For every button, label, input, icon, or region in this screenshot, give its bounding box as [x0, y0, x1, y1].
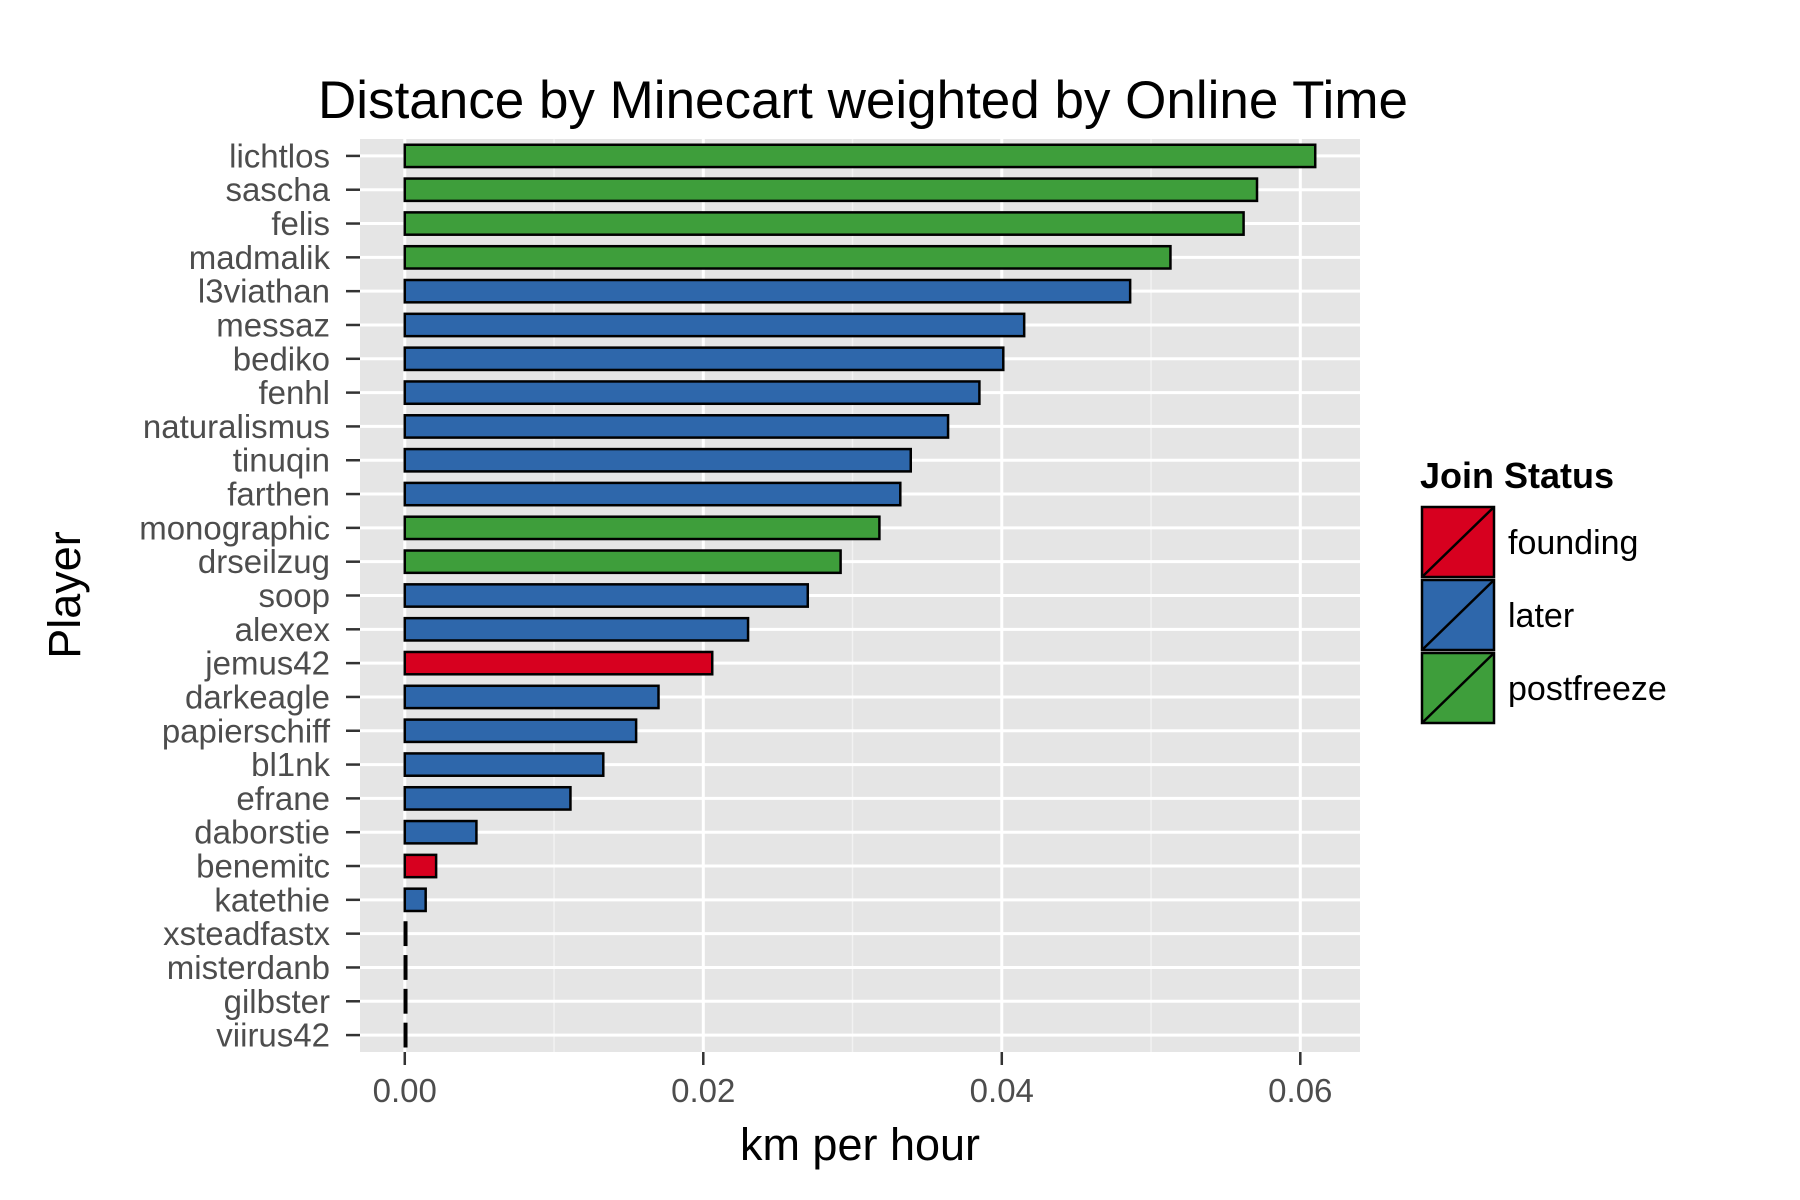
bar-bediko [403, 346, 1005, 372]
y-tick-label: daborstie [194, 814, 330, 851]
bar-xsteadfastx [403, 921, 408, 947]
y-axis-ticks: lichtlossaschafelismadmalikl3viathanmess… [139, 137, 360, 1054]
x-tick-label: 0.04 [970, 1072, 1034, 1109]
x-tick-label: 0.00 [373, 1072, 437, 1109]
bar-katethie [403, 887, 427, 913]
bar-madmalik [403, 244, 1172, 270]
bar-viirus42 [403, 1022, 408, 1048]
y-tick-label: efrane [236, 780, 330, 817]
y-tick-label: madmalik [189, 239, 331, 276]
y-tick-label: soop [258, 577, 330, 614]
bar-monographic [403, 515, 881, 541]
y-tick-label: tinuqin [233, 442, 330, 479]
bar-lichtlos [403, 143, 1317, 169]
y-tick-label: drseilzug [198, 543, 330, 580]
legend-items: founding later postfreeze [1420, 505, 1667, 725]
bar-tinuqin [403, 447, 912, 473]
y-tick-label: monographic [139, 509, 330, 546]
bar-sascha [403, 177, 1259, 203]
bar-darkeagle [403, 684, 660, 710]
bar-benemitc [403, 853, 438, 879]
bar-felis [403, 211, 1245, 236]
bars [403, 143, 1317, 1048]
y-tick-label: katethie [214, 881, 330, 918]
y-tick-label: farthen [227, 476, 330, 513]
bar-daborstie [403, 819, 478, 845]
y-tick-label: darkeagle [185, 678, 330, 715]
y-tick-label: messaz [216, 306, 330, 343]
bar-fenhl [403, 380, 981, 406]
legend-key-slash [1421, 652, 1495, 724]
y-tick-label: jemus42 [204, 645, 330, 682]
bar-efrane [403, 785, 572, 811]
y-tick-label: fenhl [258, 374, 330, 411]
bar-bl1nk [403, 752, 605, 777]
bar-farthen [403, 481, 902, 507]
bar-naturalismus [403, 414, 950, 439]
bar-l3viathan [403, 278, 1132, 304]
y-tick-label: lichtlos [229, 137, 330, 174]
y-tick-label: bediko [233, 340, 330, 377]
y-tick-label: naturalismus [143, 408, 330, 445]
y-tick-label: bl1nk [251, 746, 330, 783]
x-tick-label: 0.06 [1268, 1072, 1332, 1109]
y-axis-title: Player [39, 531, 90, 659]
y-tick-label: papierschiff [162, 712, 331, 749]
chart-title: Distance by Minecart weighted by Online … [318, 71, 1408, 130]
y-tick-label: felis [271, 205, 330, 242]
bar-drseilzug [403, 549, 842, 575]
y-tick-label: gilbster [224, 983, 330, 1020]
legend-key-slash [1421, 579, 1495, 651]
legend-label-founding: founding [1508, 524, 1638, 562]
bar-jemus42 [403, 650, 714, 676]
x-tick-label: 0.02 [671, 1072, 735, 1109]
legend-key-slash [1421, 506, 1495, 578]
y-tick-label: misterdanb [167, 949, 330, 986]
legend-label-postfreeze: postfreeze [1508, 670, 1667, 708]
y-tick-label: sascha [225, 171, 330, 208]
bar-alexex [403, 616, 750, 642]
y-tick-label: xsteadfastx [163, 915, 330, 952]
legend: Join Status founding later postfreeze [1420, 455, 1667, 725]
bar-papierschiff [403, 718, 638, 744]
y-tick-label: alexex [235, 611, 331, 648]
y-tick-label: l3viathan [198, 273, 330, 310]
bar-gilbster [403, 988, 408, 1014]
y-tick-label: benemitc [196, 848, 330, 885]
bar-soop [403, 583, 810, 608]
x-axis-title: km per hour [740, 1119, 980, 1170]
y-tick-label: viirus42 [216, 1017, 330, 1054]
bar-misterdanb [403, 955, 408, 980]
legend-title: Join Status [1420, 455, 1614, 496]
x-axis-ticks: 0.00 0.02 0.04 0.06 [373, 1052, 1332, 1109]
bar-messaz [403, 312, 1026, 338]
legend-label-later: later [1508, 597, 1574, 635]
